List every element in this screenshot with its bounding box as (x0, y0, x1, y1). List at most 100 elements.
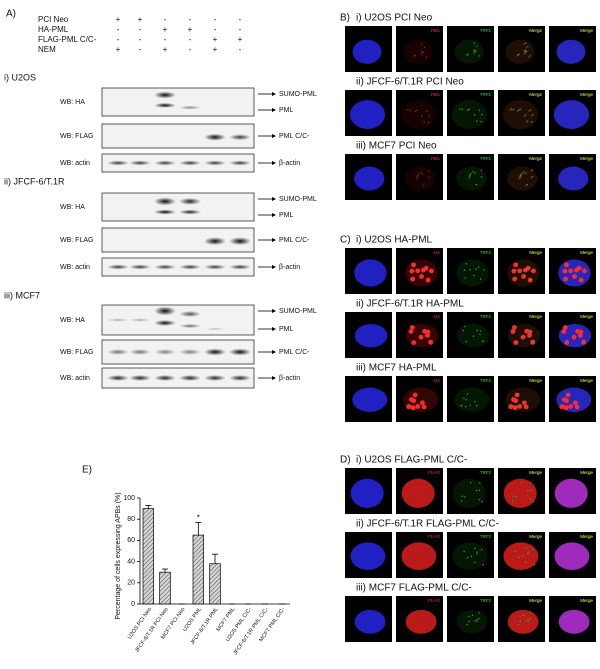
micrograph: TRF2 (447, 532, 494, 578)
foci (515, 624, 518, 627)
treatment-mark: - (239, 45, 242, 54)
blot-band (229, 264, 251, 270)
foci (521, 555, 524, 558)
foci (419, 172, 422, 174)
y-axis-title: Percentage of cells expressing APBs (%) (115, 492, 122, 619)
channel-label: TRF2 (480, 250, 492, 255)
foci (428, 549, 431, 552)
blot-band (204, 328, 226, 330)
foci (526, 183, 528, 186)
blot-band (204, 264, 226, 270)
foci (421, 267, 426, 273)
foci (564, 340, 570, 345)
foci (459, 108, 461, 110)
foci (476, 618, 478, 621)
foci (428, 177, 430, 179)
foci (578, 277, 584, 283)
micrograph: TRF2 (447, 312, 494, 358)
blot-band (129, 318, 151, 322)
band-label: PML (279, 326, 294, 333)
antibody-label: WB: HA (60, 204, 85, 211)
channel-label: TRF2 (480, 598, 492, 603)
foci (513, 340, 519, 345)
treatment-label: HA-PML (38, 25, 69, 34)
foci (523, 50, 525, 52)
micrograph: TRF2 (447, 90, 494, 136)
band-label: SUMO-PML (279, 196, 317, 203)
micrograph (345, 248, 392, 294)
y-tick-label: 80 (127, 516, 135, 523)
foci (513, 398, 519, 404)
foci (416, 109, 418, 112)
micrograph: Merge (498, 26, 545, 72)
foci (425, 56, 428, 58)
foci (470, 555, 473, 558)
y-tick-label: 40 (127, 558, 135, 565)
foci (465, 263, 467, 265)
foci (531, 169, 534, 171)
foci (527, 489, 529, 492)
foci (461, 500, 463, 502)
blot-band (179, 375, 201, 381)
foci (524, 274, 526, 277)
channel-label: TRF2 (480, 314, 492, 319)
channel-label: Merge (529, 378, 542, 383)
foci (479, 330, 482, 332)
foci (529, 498, 532, 501)
foci (476, 45, 478, 48)
foci (483, 269, 485, 271)
foci (530, 170, 532, 172)
foci (464, 406, 467, 408)
nucleus (456, 609, 488, 634)
foci (571, 334, 577, 340)
band-label: PML (279, 107, 294, 114)
micrograph (345, 90, 392, 136)
treatment-mark: - (139, 45, 142, 54)
foci (524, 328, 530, 334)
blot-band (204, 133, 226, 141)
foci (426, 499, 428, 502)
foci (474, 172, 476, 174)
cell-line-label: ii) JFCF-6/T.1R (4, 176, 65, 186)
foci (527, 277, 533, 283)
foci (528, 499, 530, 502)
foci (462, 329, 465, 332)
blot-band (129, 375, 151, 381)
blot (101, 367, 255, 389)
foci (471, 614, 474, 616)
treatment-label: FLAG-PML C/C- (38, 35, 97, 44)
foci (429, 564, 432, 567)
foci (523, 548, 526, 551)
channel-label: Merge (580, 470, 593, 475)
panel-label: C) (340, 235, 351, 246)
foci (421, 621, 424, 623)
channel-label: Merge (529, 250, 542, 255)
micrograph: PML (396, 26, 443, 72)
foci (516, 263, 518, 265)
micrograph: TRF2 (447, 248, 494, 294)
nucleus (456, 323, 490, 348)
foci (409, 109, 411, 112)
channel-label: Merge (580, 534, 593, 539)
foci (463, 550, 465, 553)
foci (530, 501, 533, 504)
foci (415, 616, 418, 619)
foci (473, 114, 476, 116)
foci (474, 547, 476, 549)
micrograph: Merge (498, 468, 545, 514)
arrow-head (272, 238, 276, 242)
foci (525, 46, 528, 49)
treatment-mark: - (189, 35, 192, 44)
treatment-mark: - (189, 45, 192, 54)
arrow-head (272, 197, 276, 201)
foci (476, 553, 478, 555)
blot-band (107, 318, 129, 322)
foci (518, 556, 520, 559)
arrow-head (272, 350, 276, 354)
foci (513, 329, 516, 332)
panel-label: D) (340, 455, 351, 466)
foci (529, 55, 531, 57)
foci (473, 52, 475, 54)
micrograph: FLAG (396, 468, 443, 514)
nucleus (507, 609, 539, 634)
